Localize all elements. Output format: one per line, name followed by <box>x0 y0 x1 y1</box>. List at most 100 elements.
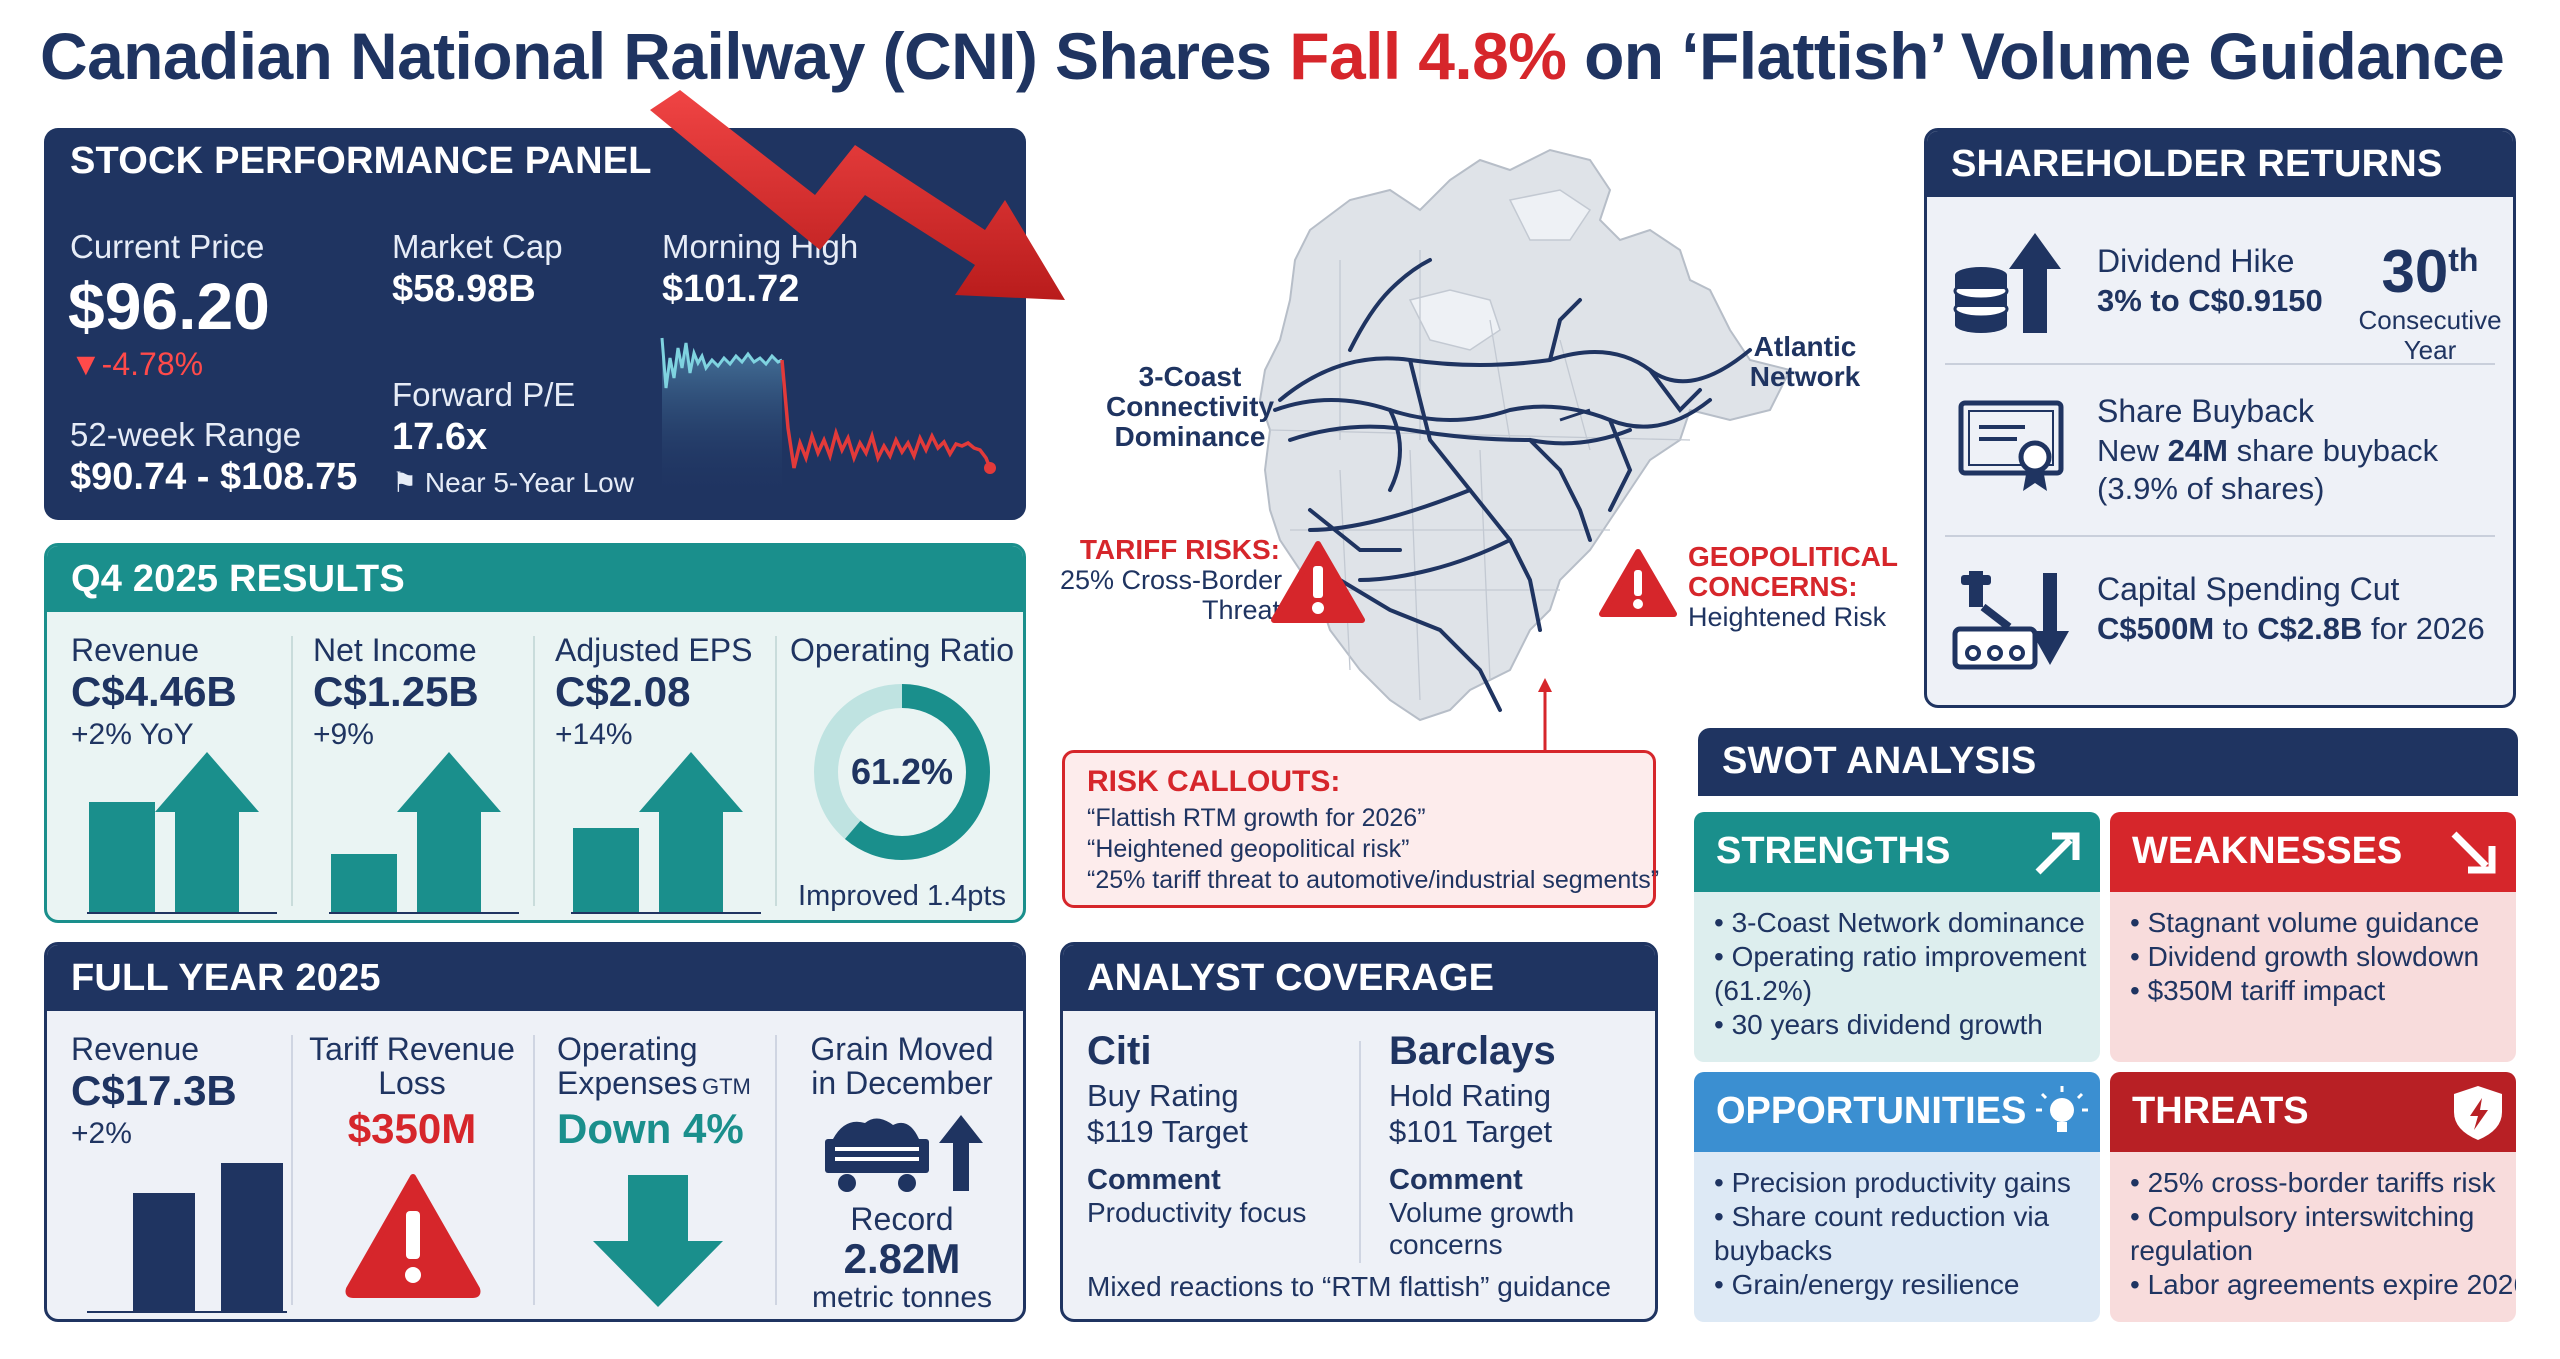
list-item: • $350M tariff impact <box>2130 975 2386 1006</box>
swot-threats: THREATS • 25% cross-border tariffs risk … <box>2110 1072 2516 1322</box>
decline-arrow-icon <box>650 90 1065 300</box>
opportunities-title: OPPORTUNITIES <box>1716 1090 2027 1132</box>
range-value: $90.74 - $108.75 <box>70 456 358 498</box>
threats-list: • 25% cross-border tariffs risk • Compul… <box>2130 1166 2516 1302</box>
years-line-2: Year <box>2403 335 2457 365</box>
coast-connectivity-label: 3-Coast Connectivity Dominance <box>1100 362 1280 452</box>
firm-comment-label: Comment <box>1087 1164 1221 1196</box>
arrow-up-right-icon <box>2035 832 2080 875</box>
fy-revenue-metric: Revenue C$17.3B +2% <box>47 1011 291 1319</box>
flag-icon: ⚑ <box>392 467 425 498</box>
opex-label-line-2: Expenses GTM <box>557 1065 751 1102</box>
tariff-value: $350M <box>347 1105 477 1152</box>
morning-high-value: $101.72 <box>662 268 800 310</box>
list-item: • Grain/energy resilience <box>1714 1269 2020 1300</box>
north-america-rail-map <box>1258 148 1792 722</box>
metric-label: Operating Ratio <box>789 632 1015 668</box>
buyback-label: Share Buyback <box>2097 393 2315 429</box>
dividend-label: Dividend Hike <box>2097 243 2295 279</box>
list-item: • Dividend growth slowdown <box>2130 941 2480 972</box>
capex-mid: to <box>2214 611 2258 646</box>
coast-line-1: 3-Coast <box>1138 361 1242 392</box>
coast-line-2: Connectivity <box>1105 391 1275 422</box>
divider <box>291 1035 293 1305</box>
headline-part-3: on ‘Flattish’ Volume Guidance <box>1566 19 2505 93</box>
geo-line-1: GEOPOLITICAL <box>1688 541 1898 572</box>
divider <box>1945 363 2495 365</box>
list-item: • 30 years dividend growth <box>1714 1009 2043 1040</box>
capex-cut-icon <box>1952 571 2069 670</box>
capex-post: for 2026 <box>2362 611 2485 646</box>
weaknesses-title: WEAKNESSES <box>2132 830 2403 872</box>
revenue-bars-icon <box>87 1163 287 1313</box>
coins-arrow-icon <box>1953 233 2061 333</box>
callout-pointer-arrow <box>1538 678 1552 754</box>
list-item: (61.2%) <box>1714 975 1813 1006</box>
current-price-label: Current Price <box>70 228 265 265</box>
grain-label-1: Grain Moved <box>810 1031 994 1067</box>
analyst-barclays: Barclays Hold Rating $101 Target Comment… <box>1389 1029 1649 1261</box>
fy-revenue-label: Revenue <box>71 1031 200 1067</box>
q4-eps-metric: Adjusted EPS C$2.08 +14% <box>533 612 775 920</box>
headline-part-2: Fall 4.8% <box>1289 19 1567 93</box>
list-item: • Share count reduction via <box>1714 1201 2050 1232</box>
lightbulb-icon <box>2036 1086 2088 1132</box>
list-item: • Stagnant volume guidance <box>2130 907 2480 938</box>
opex-label-2: Expenses <box>557 1065 698 1101</box>
buyback-post: share buyback <box>2227 433 2439 468</box>
risk-title: RISK CALLOUTS: <box>1087 765 1341 798</box>
down-arrow-icon <box>593 1175 723 1307</box>
tariff-label-2: Loss <box>378 1065 446 1101</box>
list-item: regulation <box>2130 1235 2253 1266</box>
current-price-value: $96.20 <box>68 269 270 343</box>
q4-operating-ratio-metric: Operating Ratio 61.2% Improved 1.4pts <box>775 612 1023 920</box>
capex-to: C$2.8B <box>2257 611 2363 646</box>
metric-value: C$4.46B <box>71 668 237 715</box>
buyback-pre: New <box>2097 433 2168 468</box>
fy-opex-metric: Operating Expenses GTM Down 4% <box>533 1011 775 1319</box>
q4-net-income-metric: Net Income C$1.25B +9% <box>291 612 533 920</box>
divider <box>775 636 777 906</box>
buyback-line: New 24M share buyback <box>2097 433 2438 469</box>
tariff-risks-line-3: Threat <box>1201 595 1280 625</box>
threats-header: THREATS <box>2110 1072 2516 1152</box>
arrow-down-right-icon <box>2451 831 2496 874</box>
dividend-value: 3% to C$0.9150 <box>2097 283 2323 318</box>
q4-header: Q4 2025 RESULTS <box>47 546 1023 612</box>
firm-comment-label: Comment <box>1389 1164 1523 1196</box>
shield-alert-icon <box>2454 1086 2502 1140</box>
firm-name: Barclays <box>1389 1029 1556 1073</box>
fy-revenue-value: C$17.3B <box>71 1067 237 1114</box>
market-cap-value: $58.98B <box>392 268 536 310</box>
stock-panel-title: STOCK PERFORMANCE PANEL <box>70 140 652 182</box>
list-item: • 25% cross-border tariffs risk <box>2130 1167 2496 1198</box>
opex-value: Down 4% <box>557 1105 744 1152</box>
grain-label-2: in December <box>811 1065 993 1101</box>
metric-value: C$1.25B <box>313 668 479 715</box>
firm-comment: Volume growth <box>1389 1197 1575 1228</box>
capex-from: C$500M <box>2097 611 2215 646</box>
fy-title: FULL YEAR 2025 <box>71 957 381 999</box>
rail-network-lines <box>1273 258 1752 712</box>
shareholder-title: SHAREHOLDER RETURNS <box>1951 143 2443 185</box>
headline: Canadian National Railway (CNI) Shares F… <box>40 18 2540 98</box>
buyback-amount: 24M <box>2167 433 2228 468</box>
firm-comment: Productivity focus <box>1087 1197 1307 1228</box>
metric-sub: +14% <box>555 718 633 751</box>
divider <box>533 636 535 906</box>
intraday-down-line <box>780 359 992 469</box>
divider <box>1945 535 2495 537</box>
metric-label: Net Income <box>313 632 477 668</box>
years-number: 30 <box>2381 238 2449 305</box>
strengths-header: STRENGTHS <box>1694 812 2100 892</box>
growth-bar-arrow-icon <box>87 752 277 914</box>
weaknesses-header: WEAKNESSES <box>2110 812 2516 892</box>
warning-icon <box>345 1174 481 1298</box>
pe-note: ⚑ Near 5-Year Low <box>392 466 634 499</box>
tariff-risks-label: TARIFF RISKS: 25% Cross-Border Threat <box>1060 534 1282 626</box>
tariff-risks-title: TARIFF RISKS: <box>1079 534 1280 565</box>
intraday-up-line <box>660 337 783 389</box>
geopolitical-warning-icon <box>1599 549 1677 617</box>
grain-railcar-icon <box>825 1115 983 1192</box>
years-line-1: Consecutive <box>2358 305 2502 335</box>
